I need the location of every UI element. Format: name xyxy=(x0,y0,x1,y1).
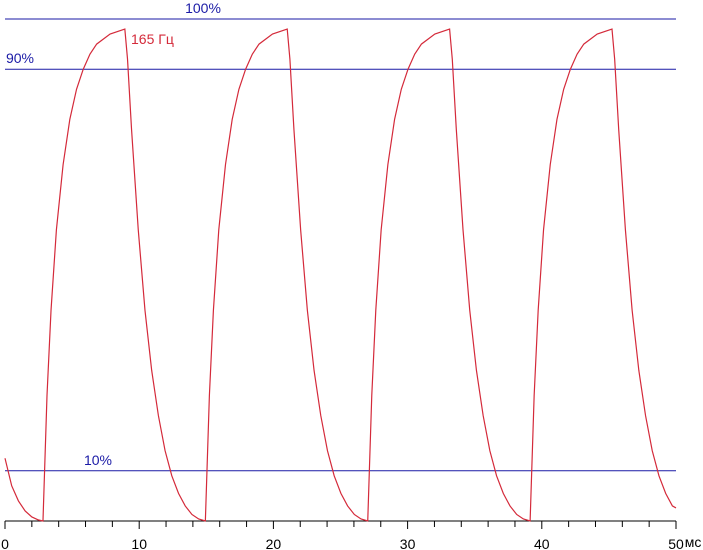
x-tick-label: 20 xyxy=(266,536,282,550)
x-tick-label: 0 xyxy=(1,536,9,550)
x-tick-label: 10 xyxy=(131,536,147,550)
reference-label: 100% xyxy=(185,0,221,16)
x-axis-label: мс xyxy=(685,534,702,550)
data-line xyxy=(4,28,677,522)
x-tick-label: 30 xyxy=(400,536,416,550)
reference-label: 90% xyxy=(6,50,34,66)
x-tick-label: 50 xyxy=(668,536,684,550)
annotation: 165 Гц xyxy=(131,31,174,47)
x-tick-label: 40 xyxy=(534,536,550,550)
reference-label: 10% xyxy=(84,452,112,468)
